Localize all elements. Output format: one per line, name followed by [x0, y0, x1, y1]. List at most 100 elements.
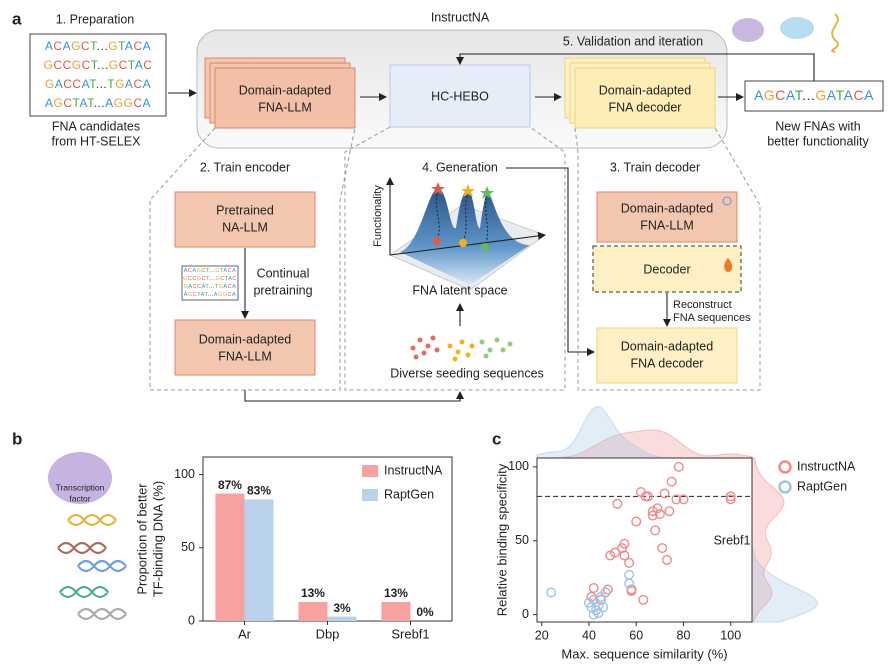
y-tick-label: 0 — [522, 607, 529, 621]
marginal-density — [536, 429, 753, 459]
step-title: 5. Validation and iteration — [563, 34, 703, 48]
label: FNA-LLM — [218, 349, 271, 363]
sequence: GACCAT...TGACA — [184, 284, 237, 290]
point — [659, 488, 670, 499]
icon — [831, 13, 839, 53]
seed — [481, 243, 489, 251]
point — [673, 461, 684, 472]
point — [725, 494, 736, 505]
optimizer-box — [389, 64, 531, 128]
value-label: 13% — [384, 586, 408, 600]
label: Reconstruct — [673, 299, 732, 311]
point — [619, 550, 630, 561]
point — [626, 584, 637, 595]
point — [586, 591, 597, 602]
point — [657, 543, 668, 554]
panel-label: a — [12, 9, 22, 28]
box — [596, 327, 738, 384]
point — [638, 594, 649, 605]
icon-label: factor — [69, 493, 90, 503]
point — [612, 498, 623, 509]
point — [661, 554, 672, 565]
encoder-box — [214, 67, 356, 129]
star — [461, 184, 475, 197]
legend-label: InstructNA — [384, 463, 443, 477]
x-tick-label: Ar — [238, 626, 252, 641]
label: Domain-adapted — [621, 339, 713, 353]
y-tick-label: 100 — [508, 459, 529, 473]
axis-arrow — [389, 231, 546, 256]
label: pretraining — [253, 283, 312, 297]
y-tick-label: 100 — [174, 467, 195, 481]
sequence: AGCTAT...AGGCA — [45, 96, 151, 110]
legend-label: RaptGen — [384, 487, 434, 501]
axis-label: Functionality — [372, 185, 384, 247]
x-tick-label: 60 — [629, 628, 643, 642]
point — [650, 525, 661, 536]
point — [671, 494, 682, 505]
point — [600, 587, 611, 598]
caption: New FNAs with — [775, 119, 860, 133]
label: HC-HEBO — [431, 89, 489, 103]
annotation: Srebf1 — [714, 533, 751, 547]
bar — [215, 493, 245, 621]
step-title: 3. Train decoder — [610, 160, 700, 174]
caption: FNA candidates — [52, 119, 140, 133]
plot-frame — [536, 457, 753, 623]
dna-icons — [57, 513, 127, 621]
box — [596, 191, 738, 243]
step-title: 4. Generation — [422, 160, 498, 174]
legend-swatch — [362, 489, 378, 501]
point — [588, 583, 599, 594]
trajectory — [435, 189, 489, 247]
point — [678, 494, 689, 505]
y-axis-label: TF-binding DNA (%) — [150, 481, 165, 597]
point — [631, 516, 642, 527]
box — [592, 245, 742, 293]
protein-icon — [48, 452, 112, 504]
framework-title: InstructNA — [431, 10, 490, 24]
point — [593, 600, 604, 611]
point — [652, 503, 663, 514]
arrow — [506, 167, 595, 356]
value-label: 3% — [333, 601, 351, 615]
point — [666, 476, 677, 487]
bar — [327, 616, 357, 621]
point — [664, 506, 675, 517]
label: FNA sequences — [673, 312, 751, 324]
seed — [433, 237, 441, 245]
box — [174, 319, 316, 376]
point — [598, 602, 609, 613]
x-tick-label: Srebf1 — [391, 626, 429, 641]
icon — [780, 17, 814, 39]
label: FNA decoder — [609, 100, 682, 114]
zone — [344, 126, 566, 391]
legend-label: RaptGen — [797, 479, 847, 493]
mini-box — [181, 265, 239, 301]
y-tick-label: 0 — [188, 613, 195, 627]
frozen-icon — [722, 196, 732, 206]
caption: better functionality — [767, 134, 869, 148]
step-title: 1. Preparation — [56, 12, 135, 26]
panel-label: b — [12, 429, 22, 448]
sequence: GCCGCT...GCTAC — [44, 58, 153, 72]
legend-marker — [778, 460, 792, 474]
y-axis-label: Proportion of better — [134, 483, 149, 595]
label: Domain-adapted — [199, 332, 291, 346]
caption: from HT-SELEX — [52, 134, 142, 148]
star — [431, 182, 445, 195]
bar — [244, 499, 274, 621]
label: FNA-LLM — [640, 218, 693, 232]
seed — [459, 239, 467, 247]
label: Continual — [257, 266, 310, 280]
arrow — [244, 390, 464, 402]
value-label: 0% — [416, 605, 434, 619]
marginal-density — [751, 457, 785, 623]
trainable-icon — [724, 258, 733, 272]
y-axis-label: Relative binding specificity — [494, 463, 509, 616]
sequence-box — [29, 33, 167, 117]
x-tick-label: 100 — [720, 628, 741, 642]
zone — [574, 127, 761, 391]
sequence: ACAGCT...GTACA — [184, 268, 237, 274]
